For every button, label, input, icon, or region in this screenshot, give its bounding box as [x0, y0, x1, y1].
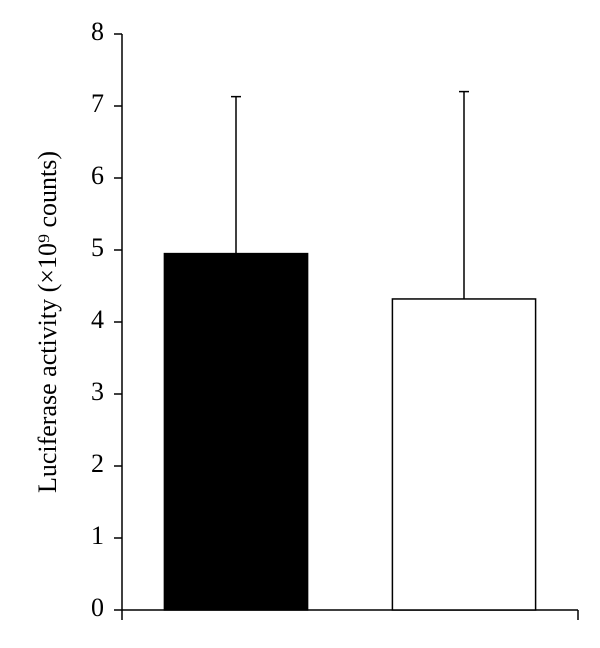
bar — [163, 252, 309, 611]
y-tick-label: 1 — [91, 521, 104, 550]
y-tick-label: 8 — [91, 17, 104, 46]
y-tick-label: 2 — [91, 449, 104, 478]
y-tick-label: 5 — [91, 233, 104, 262]
y-axis-label: Luciferase activity (×10⁹ counts) — [33, 151, 62, 493]
y-tick-label: 0 — [91, 593, 104, 622]
y-tick-label: 3 — [91, 377, 104, 406]
bar — [391, 298, 537, 611]
y-tick-label: 7 — [91, 89, 104, 118]
y-tick-label: 4 — [91, 305, 104, 334]
y-tick-label: 6 — [91, 161, 104, 190]
